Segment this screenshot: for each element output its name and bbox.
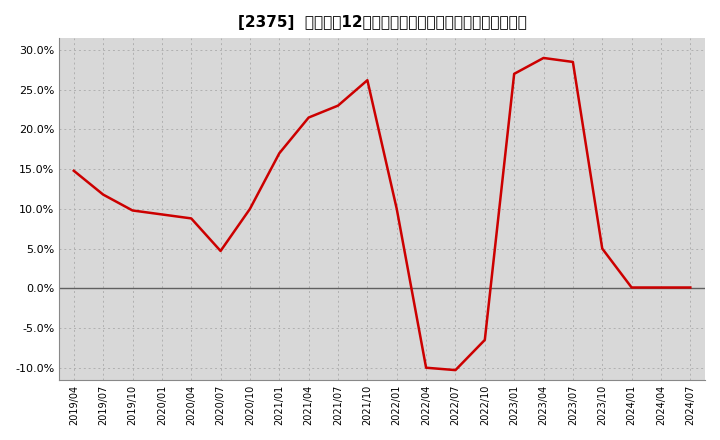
Title: [2375]  売上高の12か月移動合計の対前年同期増減率の推移: [2375] 売上高の12か月移動合計の対前年同期増減率の推移 xyxy=(238,15,526,30)
